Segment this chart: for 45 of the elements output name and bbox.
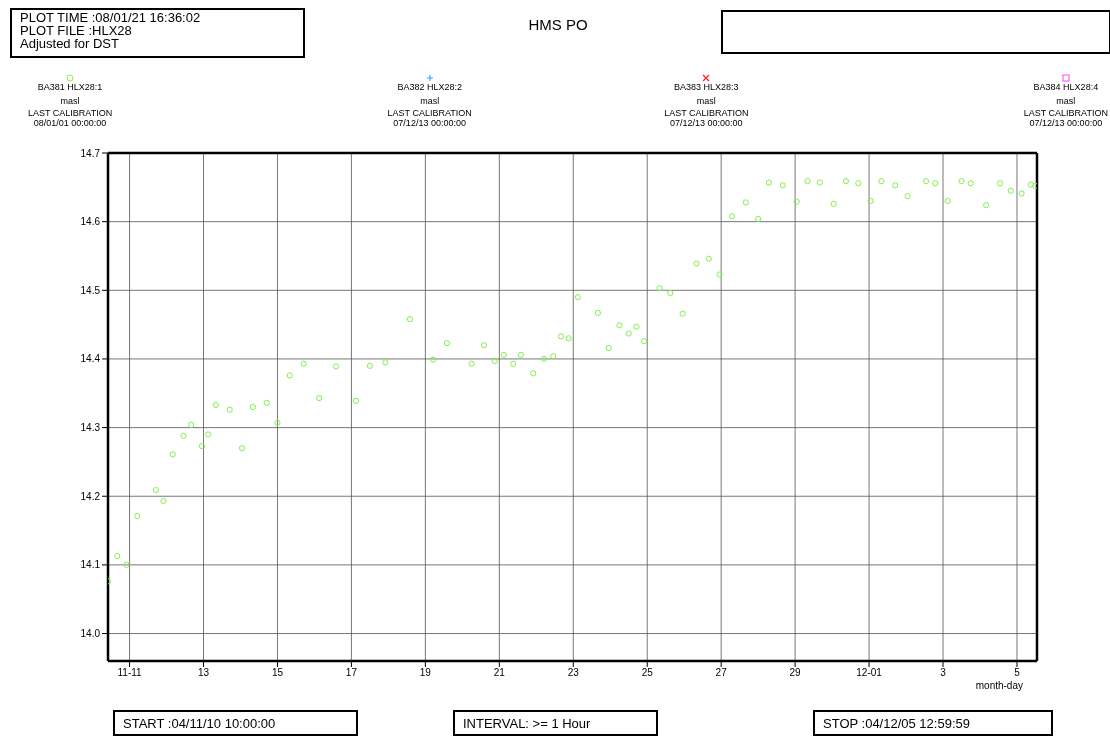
- text: PLOT TIME :08/01/21 16:36:02: [20, 10, 202, 25]
- text: masl: [420, 96, 440, 106]
- x-axis-title: month-day: [975, 680, 1023, 691]
- x-tick-label: 11-11: [117, 667, 143, 679]
- x-tick-label: 23: [567, 667, 580, 679]
- x-tick-label: 13: [197, 667, 210, 679]
- y-tick-label: 14.3: [80, 422, 101, 434]
- text: START :04/11/10 10:00:00: [113, 710, 358, 736]
- y-tick-label: 14.2: [80, 490, 101, 502]
- x-tick-label: 3: [940, 667, 947, 679]
- text: masl: [696, 96, 716, 106]
- y-tick-label: 14.0: [80, 628, 101, 640]
- text: LAST CALIBRATION: [1023, 108, 1108, 118]
- text: 07/12/13 00:00:00: [670, 118, 743, 128]
- text: masl: [60, 96, 80, 106]
- text: 07/12/13 00:00:00: [393, 118, 466, 128]
- y-tick-label: 14.1: [80, 559, 101, 571]
- y-tick-label: 14.7: [80, 147, 101, 159]
- x-tick-label: 15: [271, 667, 284, 679]
- legend-label: BA383 HLX28:3: [674, 82, 739, 92]
- text: STOP :04/12/05 12:59:59: [813, 710, 1053, 736]
- x-tick-label: 27: [715, 667, 728, 679]
- text: LAST CALIBRATION: [387, 108, 472, 118]
- text: LAST CALIBRATION: [664, 108, 749, 118]
- text: INTERVAL: >= 1 Hour: [453, 710, 658, 736]
- x-tick-label: 12-01: [856, 667, 883, 679]
- legend-label: BA381 HLX28:1: [37, 82, 103, 92]
- text: masl: [1056, 96, 1076, 106]
- chart-title: HMS PO: [527, 16, 589, 33]
- legend-label: BA384 HLX28:4: [1033, 82, 1099, 92]
- text: PLOT FILE :HLX28: [20, 23, 133, 38]
- x-tick-label: 25: [641, 667, 654, 679]
- x-tick-label: 19: [419, 667, 432, 679]
- y-tick-label: 14.6: [80, 216, 101, 228]
- x-tick-label: 21: [493, 667, 506, 679]
- x-tick-label: 5: [1014, 667, 1021, 679]
- legend-label: BA382 HLX28:2: [397, 82, 462, 92]
- text: LAST CALIBRATION: [28, 108, 113, 118]
- y-tick-label: 14.4: [80, 353, 101, 365]
- y-tick-label: 14.5: [80, 284, 101, 296]
- x-tick-label: 29: [789, 667, 802, 679]
- text: Adjusted for DST: [20, 36, 120, 51]
- text: 07/12/13 00:00:00: [1029, 118, 1103, 128]
- x-tick-label: 17: [345, 667, 358, 679]
- text: 08/01/01 00:00:00: [33, 118, 107, 128]
